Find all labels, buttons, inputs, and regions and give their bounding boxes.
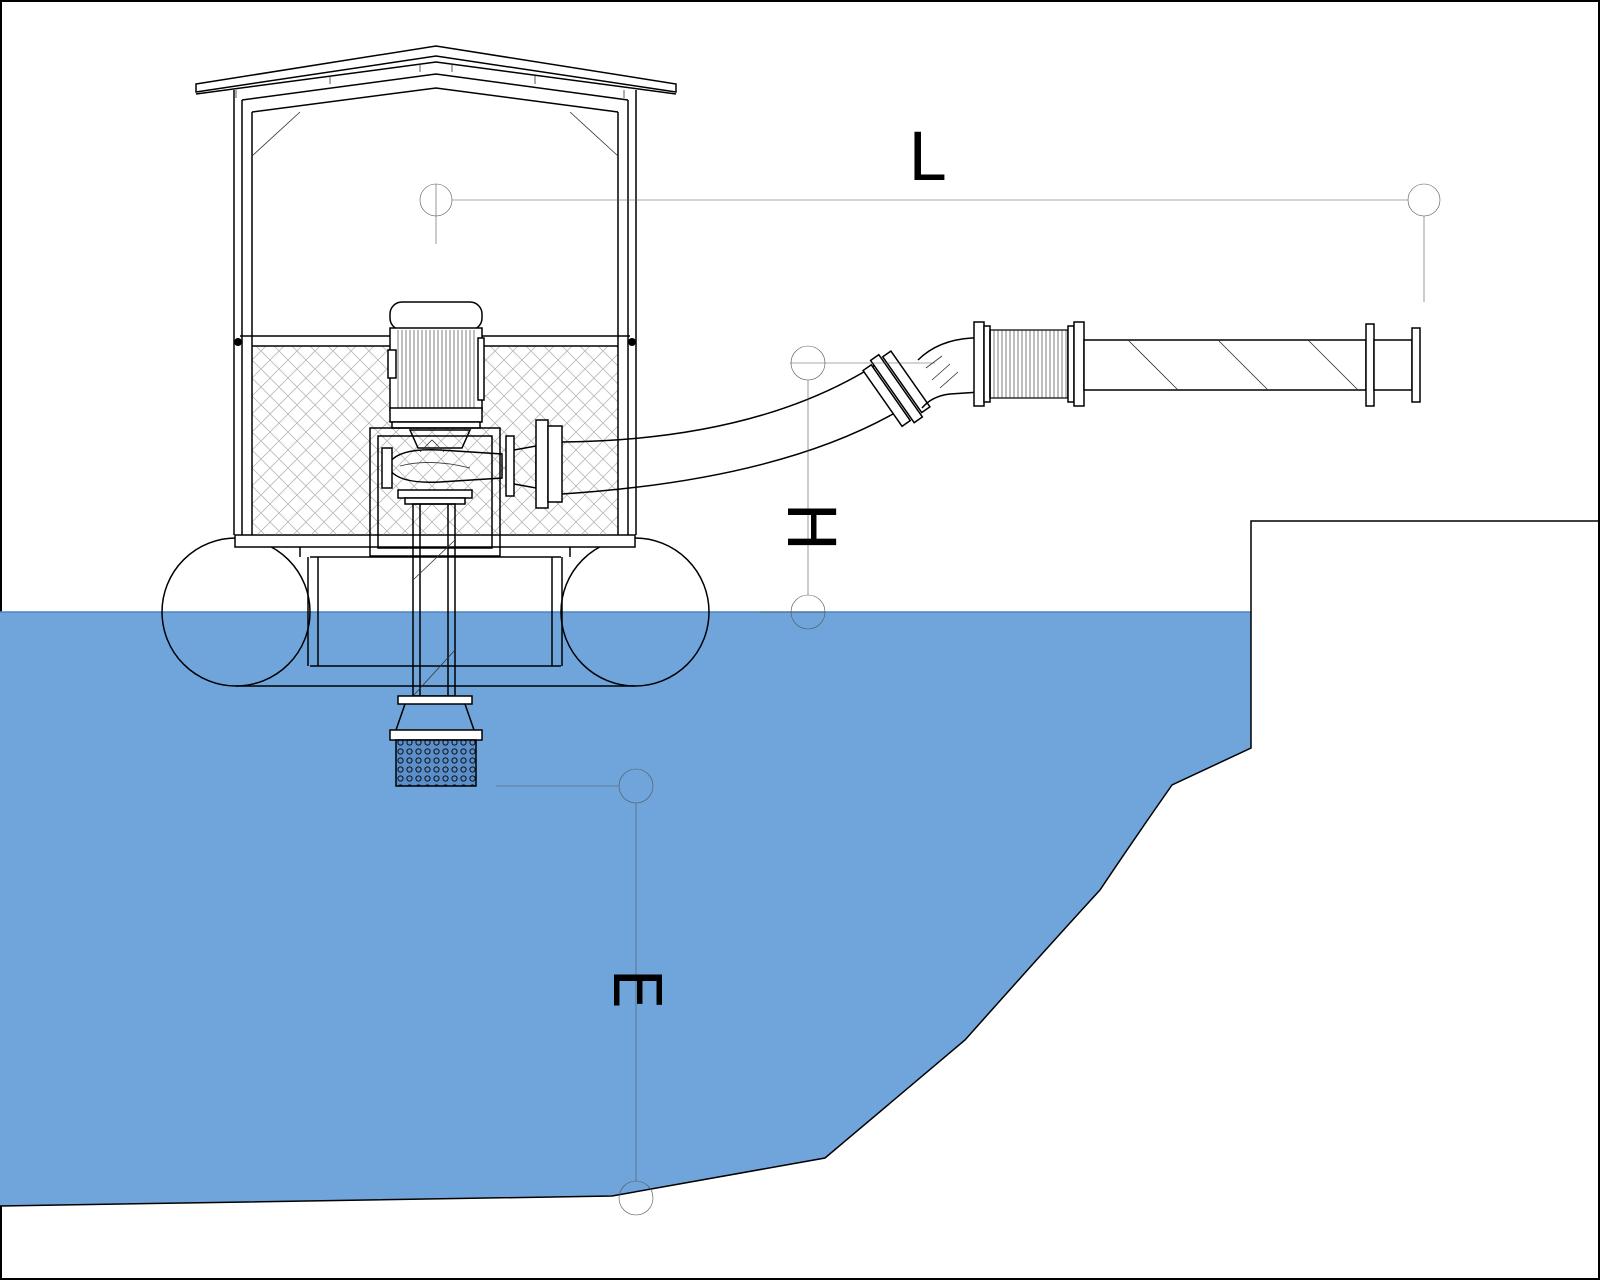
discharge-pipe [1083,323,1421,407]
suction-strainer [395,739,477,787]
centrifugal-pump [369,419,563,557]
water-body [0,612,1251,1206]
elbow-and-valve [917,321,1085,409]
electric-motor [387,301,485,429]
dimension-e [496,768,654,1216]
river-bank [0,520,1599,1207]
flexible-discharge-hose [561,350,931,495]
label-length: L [908,119,945,196]
label-depth: E [598,968,675,1010]
label-head: H [772,502,849,552]
suction-pipe [389,503,483,741]
dimension-h [760,345,935,630]
dimension-l [419,183,1441,302]
